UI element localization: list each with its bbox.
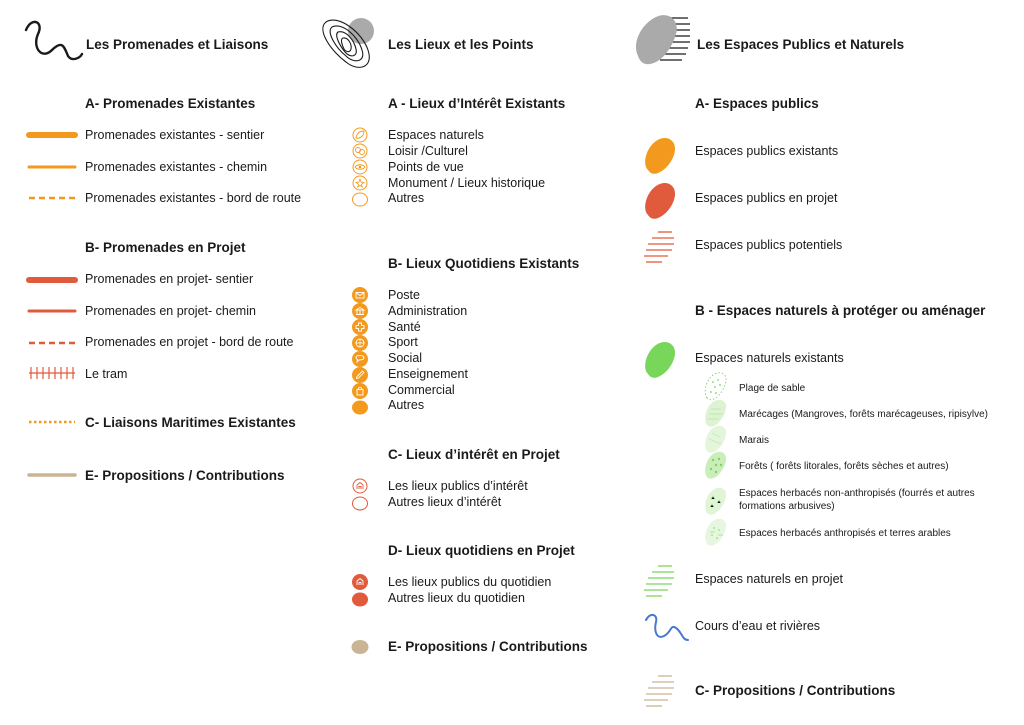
solid-thin-line-icon <box>27 309 77 313</box>
health-cross-icon <box>352 319 368 335</box>
ball-icon <box>352 335 368 351</box>
legend-sub-item: Marais <box>739 435 770 446</box>
circle-outline-icon <box>352 192 368 207</box>
beige-circle-icon <box>351 640 369 654</box>
river-icon <box>645 614 689 641</box>
legend-item: Autres <box>388 191 425 205</box>
col1-section-a-title: A- Promenades Existantes <box>85 96 256 111</box>
col3-section-c-title: C- Propositions / Contributions <box>695 683 896 698</box>
public-place-filled-icon <box>352 574 368 590</box>
col1-section-b-title: B- Promenades en Projet <box>85 240 246 255</box>
legend-item: Monument / Lieux historique <box>388 176 546 190</box>
legend-item: Sport <box>388 335 418 349</box>
legend-item: Autres <box>388 398 425 412</box>
wavy-line-icon <box>24 20 84 61</box>
legend-item: Espaces naturels <box>388 128 484 142</box>
legend-sub-item: Marécages (Mangroves, forêts marécageuse… <box>739 409 988 420</box>
solid-thick-line-icon <box>26 277 78 283</box>
legend-sub-item: formations arbusives) <box>739 501 835 512</box>
legend-item: Espaces publics existants <box>695 144 839 158</box>
legend-item: Autres lieux d’intérêt <box>388 495 502 509</box>
sand-beach-icon <box>704 372 727 401</box>
legend-item: Promenades existantes - bord de route <box>85 191 302 205</box>
hatched-blob-icon <box>635 15 690 65</box>
legend-item: Le tram <box>85 367 128 381</box>
shrubland-icon <box>705 487 727 515</box>
solid-thin-line-icon <box>27 165 77 169</box>
filled-circle-icon <box>352 400 368 415</box>
legend-item: Points de vue <box>388 160 464 174</box>
col2-section-a-title: A - Lieux d’Intérêt Existants <box>388 96 566 111</box>
legend-item: Espaces publics en projet <box>695 191 838 205</box>
leaf-icon <box>352 127 368 143</box>
legend-item: Les lieux publics du quotidien <box>388 575 552 589</box>
mail-icon <box>352 287 368 303</box>
legend-item: Autres lieux du quotidien <box>388 591 525 605</box>
legend-item: Espaces naturels en projet <box>695 572 844 586</box>
legend-item: Commercial <box>388 383 455 397</box>
legend-sub-item: Plage de sable <box>739 383 806 394</box>
legend-item: Promenades en projet- chemin <box>85 304 256 318</box>
col1-section-e-title: E- Propositions / Contributions <box>85 468 285 483</box>
col1-section-c-title: C- Liaisons Maritimes Existantes <box>85 415 296 430</box>
legend-item: Santé <box>388 320 421 334</box>
legend-item: Loisir /Culturel <box>388 144 468 158</box>
public-place-outline-icon <box>352 478 368 494</box>
shopping-bag-icon <box>352 383 368 399</box>
tram-line-icon <box>29 367 75 379</box>
col1-title: Les Promenades et Liaisons <box>86 37 269 52</box>
filled-circle-icon <box>352 592 368 607</box>
marsh-icon <box>705 425 727 453</box>
legend-item: Espaces publics potentiels <box>695 238 843 252</box>
col3-title: Les Espaces Publics et Naturels <box>697 37 905 52</box>
red-blob-icon <box>645 182 676 219</box>
red-hatched-icon <box>644 231 674 263</box>
col2-section-e-title: E- Propositions / Contributions <box>388 639 588 654</box>
col3-section-a-title: A- Espaces publics <box>695 96 819 111</box>
eye-icon <box>352 159 368 175</box>
green-hatched-icon <box>644 565 674 597</box>
swamp-icon <box>705 399 727 427</box>
green-blob-icon <box>645 341 676 378</box>
solid-thick-line-icon <box>26 132 78 138</box>
dashed-line-icon <box>29 196 75 200</box>
beige-hatched-icon <box>644 675 674 707</box>
pencil-icon <box>352 367 368 383</box>
contour-map-icon <box>322 18 374 68</box>
col2-title: Les Lieux et les Points <box>388 37 534 52</box>
col2-section-c-title: C- Lieux d’intérêt en Projet <box>388 447 560 462</box>
farmland-icon <box>705 518 727 546</box>
legend-item: Promenades existantes - sentier <box>85 128 265 142</box>
legend-item: Poste <box>388 288 420 302</box>
legend-item: Enseignement <box>388 367 468 381</box>
col2-section-d-title: D- Lieux quotidiens en Projet <box>388 543 575 558</box>
legend-item: Cours d’eau et rivières <box>695 619 821 633</box>
legend-sub-item: Espaces herbacés anthropisés et terres a… <box>739 528 951 539</box>
legend-sub-item: Forêts ( forêts litorales, forêts sèches… <box>739 461 949 472</box>
legend-item: Administration <box>388 304 468 318</box>
legend-item: Promenades en projet- sentier <box>85 272 254 286</box>
building-icon <box>352 303 368 319</box>
speech-bubble-icon <box>352 351 368 367</box>
dotted-line-icon <box>29 420 75 424</box>
col3-section-b-title: B - Espaces naturels à protéger ou aména… <box>695 303 986 318</box>
legend-sub-item: Espaces herbacés non-anthropisés (fourré… <box>739 488 975 499</box>
col2-section-b-title: B- Lieux Quotidiens Existants <box>388 256 580 271</box>
beige-line-icon <box>27 473 77 477</box>
legend-item: Social <box>388 351 423 365</box>
legend-item: Promenades en projet - bord de route <box>85 335 294 349</box>
dashed-line-icon <box>29 341 75 345</box>
forest-icon <box>705 451 727 479</box>
legend-item: Les lieux publics d’intérêt <box>388 479 528 493</box>
culture-mask-icon <box>352 143 368 159</box>
legend-item: Espaces naturels existants <box>695 351 844 365</box>
monument-star-icon <box>352 175 368 191</box>
orange-blob-icon <box>645 137 676 174</box>
legend-item: Promenades existantes - chemin <box>85 160 268 174</box>
circle-outline-icon <box>352 496 368 511</box>
